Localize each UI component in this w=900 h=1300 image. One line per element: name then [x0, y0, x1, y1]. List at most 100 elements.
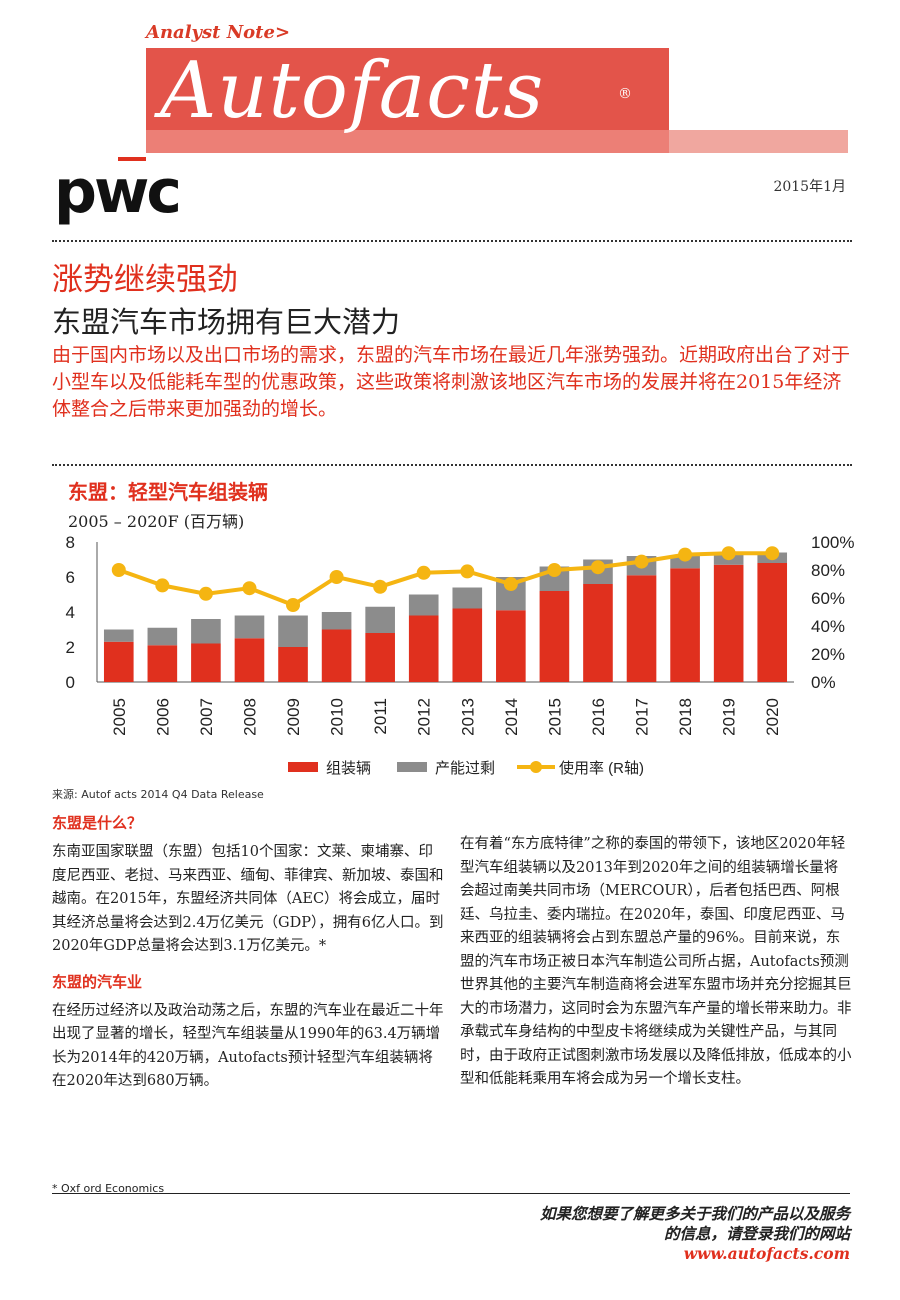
bar-overcapacity [365, 606, 395, 633]
utilization-point [765, 546, 780, 561]
legend-swatch-dot [530, 761, 542, 773]
bar-assembled [103, 641, 134, 682]
x-tick-label: 2017 [633, 698, 652, 736]
section-paragraph-auto-industry: 在经历过经济以及政治动荡之后，东盟的汽车业在最近二十年出现了显著的增长，轻型汽车… [52, 1002, 444, 1090]
pwc-logo: pwc [54, 157, 182, 227]
pwc-logo-mark [118, 157, 146, 161]
bar-overcapacity [147, 627, 178, 646]
legend-label: 组装辆 [326, 760, 371, 777]
x-tick-label: 2018 [676, 698, 695, 736]
utilization-point [242, 581, 257, 596]
bar-overcapacity [278, 615, 308, 647]
x-tick-label: 2012 [415, 698, 434, 736]
x-tick-label: 2019 [720, 698, 739, 736]
intro-paragraph: 由于国内市场以及出口市场的需求，东盟的汽车市场在最近几年涨势强劲。近期政府出台了… [52, 344, 851, 420]
x-tick-label: 2014 [502, 698, 521, 736]
legend-swatch [397, 762, 427, 772]
utilization-point [329, 570, 344, 584]
bar-overcapacity [191, 619, 221, 644]
legend-label: 产能过剩 [435, 760, 495, 777]
autofacts-logo: Autofacts [160, 46, 545, 136]
bar-assembled [713, 564, 744, 682]
bar-assembled [191, 643, 221, 682]
x-tick-label: 2016 [589, 698, 608, 736]
utilization-point [286, 598, 301, 612]
analyst-note-label: Analyst Note> [146, 22, 291, 43]
utilization-point [547, 563, 562, 577]
legend-swatch [288, 762, 318, 772]
x-tick-label: 2005 [110, 698, 129, 736]
divider-top [52, 240, 852, 242]
chart-source: 来源: Autof acts 2014 Q4 Data Release [52, 788, 264, 801]
bar-assembled [670, 568, 700, 682]
divider-chart [52, 464, 852, 466]
bar-overcapacity [234, 615, 265, 639]
bar-assembled [321, 629, 352, 682]
y-tick-label: 8 [66, 533, 75, 552]
bar-assembled [539, 591, 570, 682]
y2-tick-label: 40% [811, 617, 845, 636]
section-heading-what-is-asean: 东盟是什么？ [52, 814, 143, 832]
banner-strip [146, 130, 669, 153]
bar-assembled [583, 584, 613, 682]
utilization-point [590, 560, 605, 575]
section-paragraph-what-is-asean: 东南亚国家联盟（东盟）包括10个国家：文莱、柬埔寨、印度尼西亚、老挝、马来西亚、… [52, 844, 444, 954]
x-tick-label: 2020 [763, 698, 782, 736]
utilization-point [155, 578, 170, 593]
footnote-rule [52, 1193, 850, 1194]
utilization-point [416, 565, 431, 580]
y-tick-label: 0 [66, 673, 75, 692]
bar-overcapacity [452, 587, 483, 609]
x-tick-label: 2009 [284, 698, 303, 736]
chart-subtitle: 2005 – 2020F (百万辆) [68, 512, 245, 531]
y2-tick-label: 60% [811, 589, 845, 608]
bar-overcapacity [321, 612, 352, 630]
website-link[interactable]: www.autofacts.com [683, 1244, 850, 1263]
x-tick-label: 2013 [458, 698, 477, 736]
left-column: 东盟是什么？ 东南亚国家联盟（东盟）包括10个国家：文莱、柬埔寨、印度尼西亚、老… [52, 812, 444, 1106]
contact-line-1: 如果您想要了解更多关于我们的产品以及服务 [539, 1204, 850, 1223]
bar-assembled [278, 647, 308, 682]
utilization-point [721, 546, 736, 561]
registered-mark: ® [618, 86, 632, 102]
x-tick-label: 2010 [328, 698, 347, 736]
contact-line-2: 的信息，请登录我们的网站 [663, 1224, 850, 1243]
bar-assembled [452, 608, 483, 682]
y-tick-label: 6 [66, 568, 75, 587]
bar-overcapacity [408, 594, 439, 616]
bar-assembled [365, 633, 395, 682]
x-tick-label: 2008 [240, 698, 259, 736]
bar-assembled [234, 638, 265, 682]
bar-overcapacity [103, 629, 134, 642]
right-column-paragraph: 在有着“东方底特律”之称的泰国的带领下，该地区2020年轻型汽车组装辆以及201… [460, 836, 852, 1087]
utilization-point [678, 547, 693, 562]
y2-tick-label: 0% [811, 673, 836, 692]
y2-tick-label: 80% [811, 561, 845, 580]
banner-tail [669, 130, 848, 153]
bar-assembled [147, 645, 178, 682]
y2-tick-label: 20% [811, 645, 845, 664]
page-subheadline: 东盟汽车市场拥有巨大潜力 [52, 305, 401, 339]
x-tick-label: 2007 [197, 698, 216, 736]
legend-label: 使用率 (R轴) [559, 760, 644, 777]
contact-block: 如果您想要了解更多关于我们的产品以及服务 的信息，请登录我们的网站 www.au… [540, 1204, 850, 1264]
right-column: 在有着“东方底特律”之称的泰国的带领下，该地区2020年轻型汽车组装辆以及201… [460, 833, 852, 1092]
chart-title: 东盟：轻型汽车组装辆 [68, 480, 268, 504]
bar-assembled [408, 615, 439, 682]
section-heading-auto-industry: 东盟的汽车业 [52, 972, 143, 991]
utilization-point [634, 554, 649, 569]
publication-date: 2015年1月 [773, 179, 846, 195]
page-headline: 涨势继续强劲 [52, 262, 238, 298]
y-tick-label: 4 [66, 603, 75, 622]
footnote: * Oxf ord Economics [52, 1182, 165, 1195]
bar-assembled [757, 563, 788, 682]
utilization-point [198, 586, 213, 601]
utilization-line [118, 551, 773, 608]
utilization-point [460, 564, 475, 579]
y-tick-label: 2 [66, 638, 75, 657]
y2-tick-label: 100% [811, 533, 854, 552]
bar-assembled [626, 575, 657, 682]
x-tick-label: 2011 [371, 698, 390, 735]
bar-assembled [496, 610, 526, 682]
